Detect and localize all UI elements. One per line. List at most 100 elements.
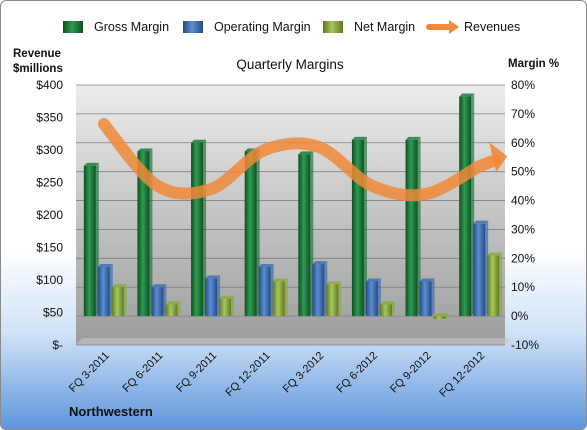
right-tick-label: 0%: [511, 309, 529, 323]
legend-swatch: [323, 21, 343, 33]
bar: [326, 284, 339, 317]
bar-top: [419, 278, 435, 282]
revenue-arrowhead: [489, 142, 508, 173]
bar-top: [473, 220, 489, 224]
bar: [312, 264, 325, 317]
right-tick-label: 20%: [511, 251, 535, 265]
bar-top: [459, 93, 475, 97]
left-tick-label: $300: [36, 143, 63, 157]
bar-top: [83, 162, 99, 166]
bar-top: [151, 284, 167, 288]
bar-top: [272, 278, 288, 282]
bar: [487, 255, 500, 317]
x-tick-label: FQ 9-2012: [388, 350, 434, 396]
legend-swatch: [183, 21, 203, 33]
bar: [137, 151, 150, 317]
left-tick-label: $250: [36, 176, 63, 190]
bar-side: [499, 252, 503, 317]
plot-floor: [76, 338, 511, 345]
legend-label: Gross Margin: [94, 20, 169, 34]
bar-side: [203, 139, 207, 317]
bar-side: [431, 278, 435, 317]
bar-top: [97, 264, 113, 267]
bar-top: [312, 261, 328, 265]
right-tick-label: 60%: [511, 136, 535, 150]
legend: Gross Margin Operating Margin Net Margin Re…: [63, 20, 520, 34]
bar: [379, 304, 392, 317]
bar-top: [219, 295, 235, 299]
left-tick-label: $350: [36, 111, 63, 125]
bar-side: [123, 284, 127, 317]
bar-side: [231, 295, 235, 317]
bar: [365, 281, 378, 317]
bar: [83, 165, 96, 317]
bar: [298, 154, 311, 317]
bar-side: [445, 313, 449, 319]
bar-top: [487, 252, 503, 256]
x-tick-label: FQ 6-2012: [334, 350, 380, 396]
company-label: Northwestern: [69, 404, 153, 419]
bar: [151, 287, 164, 317]
right-tick-label: 40%: [511, 194, 535, 208]
bar-top: [298, 151, 314, 155]
x-tick-label: FQ 6-2011: [120, 350, 165, 395]
bar-side: [149, 148, 153, 317]
bar-top: [326, 281, 342, 285]
x-tick-label: FQ 3-2012: [281, 350, 327, 396]
right-axis-title: Margin %: [508, 58, 559, 70]
legend-label: Revenues: [464, 20, 520, 34]
bar-top: [258, 264, 274, 267]
bar: [205, 278, 218, 317]
x-tick-label: FQ 9-2011: [174, 350, 219, 395]
legend-label: Operating Margin: [214, 20, 311, 34]
right-tick-label: 30%: [511, 222, 535, 236]
bar: [405, 139, 418, 317]
bar: [419, 281, 432, 317]
left-tick-label: $-: [52, 338, 63, 352]
bar-top: [379, 301, 395, 305]
bar-top: [365, 278, 381, 282]
x-tick-label: FQ 12-2012: [437, 350, 487, 400]
right-tick-label: -10%: [511, 338, 539, 352]
right-tick-label: 70%: [511, 107, 535, 121]
right-axis-ticks: -10% 0% 10% 20% 30% 40% 50% 60% 70% 80%: [511, 78, 539, 352]
left-tick-label: $150: [36, 241, 63, 255]
left-tick-label: $400: [36, 78, 63, 92]
right-tick-label: 50%: [511, 165, 535, 179]
bar: [191, 142, 204, 317]
bar-top: [433, 313, 449, 317]
bar: [165, 304, 178, 317]
bar-top: [191, 139, 207, 143]
bar: [111, 287, 124, 317]
left-axis-ticks: $- $50 $100 $150 $200 $250 $300 $350 $400: [36, 78, 63, 352]
right-tick-label: 10%: [511, 280, 535, 294]
left-axis-title: Revenue $millions: [13, 48, 63, 75]
left-tick-label: $50: [43, 306, 63, 320]
chart-title: Quarterly Margins: [236, 57, 344, 72]
bar-side: [391, 301, 395, 317]
bar: [433, 316, 446, 319]
bar: [258, 267, 271, 317]
left-tick-label: $100: [36, 273, 63, 287]
bar-top: [111, 284, 127, 288]
bar: [219, 298, 232, 317]
legend-arrow: [449, 20, 459, 34]
x-tick-label: FQ 3-2011: [67, 350, 112, 395]
bar-side: [284, 278, 288, 317]
bar: [459, 96, 472, 317]
bar-side: [417, 136, 421, 317]
bar-side: [338, 281, 342, 317]
left-tick-label: $200: [36, 208, 63, 222]
bar-top: [405, 136, 421, 140]
bar-top: [205, 275, 221, 279]
x-tick-label: FQ 12-2011: [223, 350, 272, 399]
bar: [97, 267, 110, 317]
x-axis-ticks: FQ 3-2011 FQ 6-2011 FQ 9-2011 FQ 12-2011 FQ …: [67, 350, 487, 400]
bar: [244, 151, 257, 317]
bar: [272, 281, 285, 317]
bar-top: [165, 301, 181, 305]
legend-swatch: [63, 21, 83, 33]
bar-top: [351, 136, 367, 140]
right-tick-label: 80%: [511, 78, 535, 92]
